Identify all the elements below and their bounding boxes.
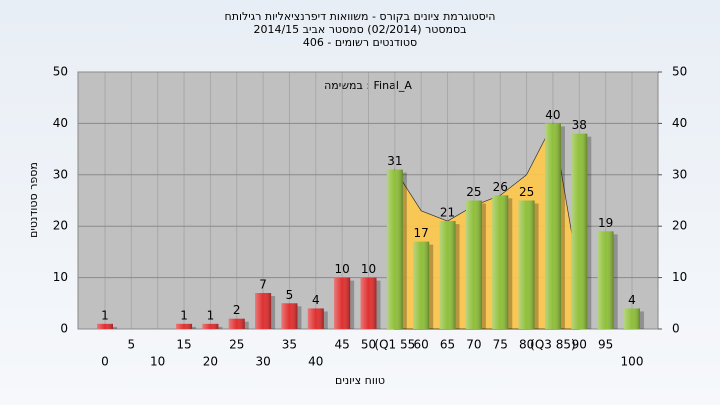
x-tick-label: (Q1 55 — [374, 338, 415, 352]
bar-shade — [544, 123, 561, 330]
value-label: 31 — [387, 154, 402, 168]
value-label: 25 — [466, 185, 481, 199]
value-label: 26 — [493, 180, 508, 194]
bar-shade — [465, 200, 482, 329]
x-tick-label: (Q3 85) — [530, 338, 576, 352]
x-tick-label: 0 — [101, 355, 109, 369]
x-tick-label: 40 — [308, 355, 323, 369]
x-tick-label: 35 — [282, 338, 297, 352]
x-tick-label: 25 — [229, 338, 244, 352]
x-tick-label: 65 — [440, 338, 455, 352]
chart-title: היסטוגרמת ציונים בקורס - משוואות דיפרנצי… — [225, 10, 496, 23]
y-tick-label: 30 — [53, 167, 68, 181]
x-tick-label: 75 — [493, 338, 508, 352]
value-label: 4 — [312, 293, 320, 307]
chart-subtitle: בסמסטר (02/2014) סמסטר אביב 2014/15 — [253, 23, 466, 36]
chart-subtitle: סטודנטים רשומים - 406 — [303, 36, 417, 49]
bar-shade — [176, 323, 193, 329]
y2-tick-label: 10 — [672, 270, 687, 284]
plot: 0102030405001020304050105101151202257305… — [53, 65, 688, 369]
x-axis-label: טווח ציונים — [335, 374, 385, 387]
bar-shade — [202, 323, 219, 329]
x-tick-label: 30 — [255, 355, 270, 369]
x-tick-label: 90 — [572, 338, 587, 352]
bar-shade — [439, 221, 456, 329]
x-tick-label: 45 — [335, 338, 350, 352]
bar-shade — [228, 318, 245, 329]
y-tick-label: 20 — [53, 219, 68, 233]
value-label: 17 — [414, 226, 429, 240]
value-label: 1 — [101, 308, 109, 322]
x-tick-label: 50 — [361, 338, 376, 352]
x-tick-label: 60 — [414, 338, 429, 352]
value-label: 10 — [361, 262, 376, 276]
bar-shade — [360, 277, 377, 329]
value-label: 7 — [259, 278, 267, 292]
value-label: 38 — [572, 118, 587, 132]
value-label: 2 — [233, 303, 241, 317]
bar-shade — [307, 308, 324, 329]
x-tick-label: 70 — [466, 338, 481, 352]
bar-shade — [492, 195, 509, 329]
bar-shade — [97, 323, 113, 329]
value-label: 1 — [207, 308, 215, 322]
bar-shade — [413, 241, 430, 329]
value-label: 1 — [180, 308, 188, 322]
value-label: 25 — [519, 185, 534, 199]
x-tick-label: 95 — [598, 338, 613, 352]
y2-tick-label: 30 — [672, 167, 687, 181]
bar-shade — [571, 133, 588, 329]
y2-tick-label: 20 — [672, 219, 687, 233]
y-tick-label: 10 — [53, 270, 68, 284]
x-tick-label: 80 — [519, 338, 534, 352]
y2-tick-label: 40 — [672, 116, 687, 130]
x-tick-label: 5 — [128, 338, 136, 352]
bar-shade — [281, 303, 298, 329]
y-tick-label: 50 — [53, 65, 68, 79]
bar-shade — [518, 200, 535, 329]
value-label: 5 — [286, 288, 294, 302]
y2-tick-label: 0 — [672, 322, 680, 336]
value-label: 4 — [628, 293, 636, 307]
value-label: 10 — [335, 262, 350, 276]
y-axis-label: מספר סטודנטים — [27, 162, 40, 238]
value-label: 21 — [440, 206, 455, 220]
bar-shade — [386, 169, 403, 329]
x-tick-label: 20 — [203, 355, 218, 369]
bar-shade — [624, 308, 640, 329]
bar-shade — [334, 277, 351, 329]
y-tick-label: 0 — [60, 322, 68, 336]
y-tick-label: 40 — [53, 116, 68, 130]
x-tick-label: 100 — [621, 355, 644, 369]
value-label: 40 — [545, 108, 560, 122]
bar-shade — [255, 293, 272, 329]
bar-shade — [597, 231, 614, 329]
x-tick-label: 10 — [150, 355, 165, 369]
value-label: 19 — [598, 216, 613, 230]
y2-tick-label: 50 — [672, 65, 687, 79]
x-tick-label: 15 — [176, 338, 191, 352]
